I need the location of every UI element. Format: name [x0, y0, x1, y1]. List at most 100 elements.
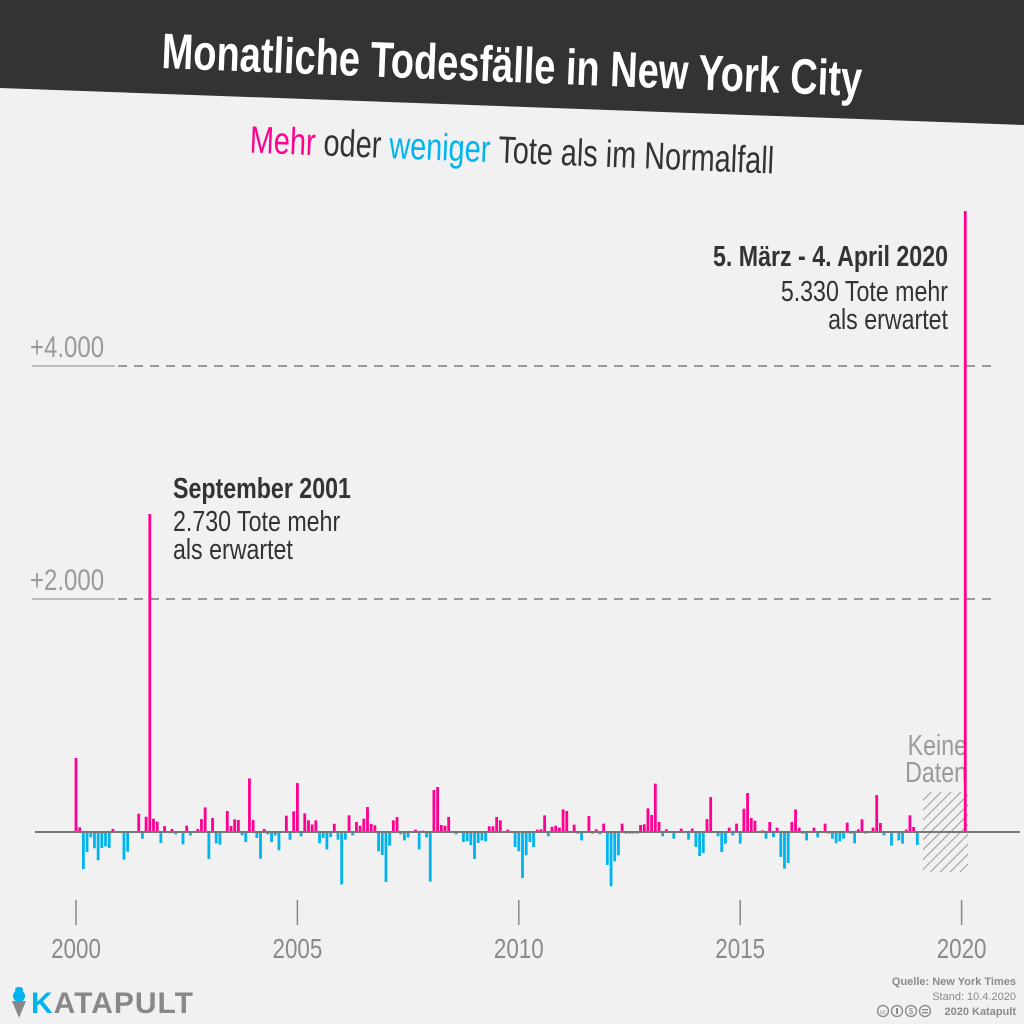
- bar-month-114: [495, 816, 499, 832]
- bar-month-184: [753, 820, 757, 832]
- logo-rest: ATAPULT: [54, 987, 194, 1020]
- bar-month-115: [498, 820, 502, 832]
- bar-month-45: [240, 832, 244, 836]
- bar-month-193: [786, 832, 790, 863]
- bar-month-48: [251, 820, 255, 832]
- bar-month-96: [428, 832, 432, 882]
- bar-month-99: [439, 825, 443, 832]
- bar-month-132: [561, 809, 565, 832]
- header-band: [0, 0, 1024, 125]
- bar-month-108: [473, 832, 476, 860]
- bar-month-119: [513, 832, 517, 848]
- subtitle-less: weniger: [388, 124, 492, 171]
- bar-month-224: [901, 832, 904, 844]
- bar-month-178: [731, 832, 735, 836]
- bar-month-59: [292, 811, 296, 832]
- bar-month-112: [487, 826, 491, 832]
- bar-month-123: [528, 832, 532, 843]
- bar-month-42: [229, 826, 233, 832]
- nd-icon: [918, 1004, 932, 1018]
- bar-month-156: [650, 814, 654, 832]
- date-text: Stand: 10.4.2020: [932, 991, 1016, 1003]
- x-tick-label-2015: 2015: [715, 934, 765, 965]
- bar-month-139: [587, 816, 591, 832]
- ice-cream-icon: [12, 987, 26, 1018]
- annotation-2020-line1: 5.330 Tote mehr: [781, 274, 948, 307]
- bar-month-143: [602, 823, 606, 832]
- bar-month-10: [111, 828, 115, 832]
- bar-month-191: [779, 832, 783, 857]
- bar-month-44: [236, 820, 240, 832]
- bar-month-130: [554, 825, 558, 832]
- bar-month-85: [388, 832, 392, 846]
- bar-month-216: [871, 827, 875, 832]
- bar-month-58: [288, 832, 292, 840]
- bar-month-137: [580, 832, 583, 841]
- bar-month-131: [557, 827, 561, 832]
- copyright-text: 2020 Katapult: [944, 1006, 1016, 1018]
- bar-month-198: [805, 832, 809, 841]
- bar-month-65: [314, 820, 318, 832]
- annotation-2020-title: 5. März - 4. April 2020: [713, 239, 948, 272]
- logo-k: K: [31, 987, 54, 1020]
- bar-month-97: [432, 790, 436, 832]
- bar-month-217: [875, 795, 879, 832]
- bar-month-76: [355, 821, 358, 832]
- bar-month-120: [517, 832, 521, 852]
- bar-month-226: [908, 815, 912, 832]
- bar-month-189: [772, 832, 775, 838]
- annotation-2020-line2: als erwartet: [828, 302, 948, 335]
- bar-month-75: [351, 832, 355, 836]
- bar-month-169: [698, 832, 702, 856]
- bar-month-129: [550, 826, 554, 832]
- annotation-2001-line2: als erwartet: [173, 532, 293, 565]
- cc-icon: cc: [876, 1004, 890, 1018]
- bar-month-157: [653, 783, 657, 832]
- x-tick-label-2010: 2010: [494, 934, 544, 965]
- bar-month-41: [225, 811, 229, 832]
- bar-month-218: [879, 823, 882, 832]
- bar-month-177: [727, 827, 731, 832]
- bar-month-145: [609, 832, 613, 887]
- bar-month-188: [768, 821, 772, 832]
- bar-month-181: [742, 808, 746, 832]
- bar-month-95: [425, 832, 428, 838]
- bar-month-92: [414, 829, 417, 832]
- bar-month-80: [369, 823, 373, 832]
- bar-month-2: [81, 832, 85, 870]
- bar-month-60: [296, 783, 299, 832]
- bar-month-82: [377, 832, 380, 852]
- bar-month-171: [705, 819, 709, 832]
- bar-month-86: [391, 820, 395, 832]
- bar-month-142: [598, 832, 602, 835]
- bar-month-62: [303, 813, 307, 832]
- bar-month-147: [617, 832, 620, 856]
- bar-month-192: [783, 832, 786, 869]
- bar-month-122: [524, 832, 528, 856]
- bar-month-172: [709, 797, 713, 832]
- bar-month-208: [842, 832, 845, 839]
- bar-month-36: [207, 832, 211, 859]
- bar-month-241: [963, 211, 967, 833]
- bar-month-141: [594, 829, 598, 832]
- bar-month-17: [137, 813, 141, 832]
- bar-month-111: [484, 832, 487, 842]
- bar-month-93: [417, 832, 421, 850]
- bar-month-87: [395, 816, 399, 832]
- annotation-2001-line1: 2.730 Tote mehr: [173, 504, 340, 537]
- bar-month-29: [181, 832, 185, 845]
- bar-month-49: [255, 832, 259, 838]
- bar-month-70: [332, 823, 336, 833]
- no-data-label-line2: Daten: [905, 755, 967, 788]
- bar-month-121: [521, 832, 524, 879]
- bar-month-9: [107, 832, 111, 848]
- bar-month-107: [469, 832, 473, 846]
- bar-month-127: [543, 815, 547, 832]
- bar-month-159: [661, 832, 665, 837]
- katapult-logo: KATAPULT: [12, 987, 194, 1020]
- bar-month-98: [436, 787, 440, 832]
- bar-month-179: [735, 823, 738, 832]
- bar-month-0: [74, 758, 78, 832]
- bar-month-201: [816, 832, 820, 838]
